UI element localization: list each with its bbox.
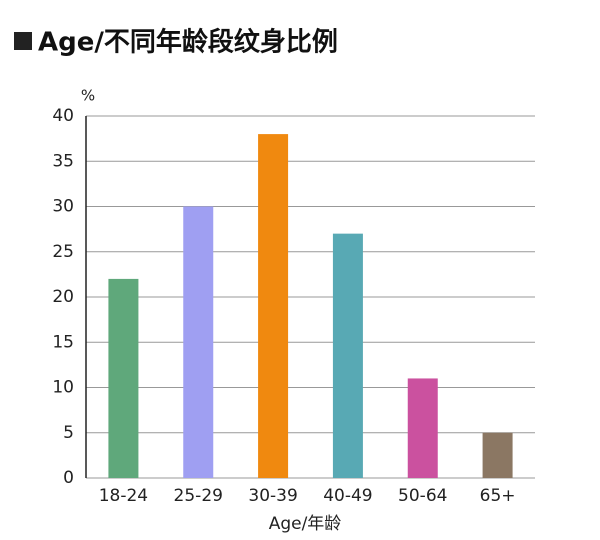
x-tick-label: 40-49: [323, 486, 372, 506]
chart-title: Age/不同年龄段纹身比例: [38, 27, 338, 58]
y-axis-unit: %: [81, 87, 95, 105]
y-tick-label: 40: [52, 106, 74, 126]
bar: [482, 432, 513, 478]
bar: [183, 206, 214, 478]
y-tick-label: 5: [63, 423, 74, 443]
y-tick-label: 30: [52, 197, 74, 217]
bar: [332, 233, 363, 478]
y-tick-label: 0: [63, 468, 74, 488]
y-tick-label: 15: [52, 332, 74, 352]
x-tick-label: 25-29: [174, 486, 223, 506]
x-axis-title: Age/年龄: [269, 514, 342, 534]
y-tick-label: 25: [52, 242, 74, 262]
x-tick-label: 65+: [480, 486, 516, 506]
y-tick-label: 20: [52, 287, 74, 307]
y-tick-label: 10: [52, 378, 74, 398]
bar: [258, 134, 289, 478]
title-marker: [14, 32, 32, 50]
x-tick-label: 30-39: [248, 486, 297, 506]
x-tick-label: 50-64: [398, 486, 447, 506]
y-tick-label: 35: [52, 151, 74, 171]
bar: [407, 378, 438, 478]
bar: [108, 278, 139, 478]
x-tick-label: 18-24: [99, 486, 148, 506]
